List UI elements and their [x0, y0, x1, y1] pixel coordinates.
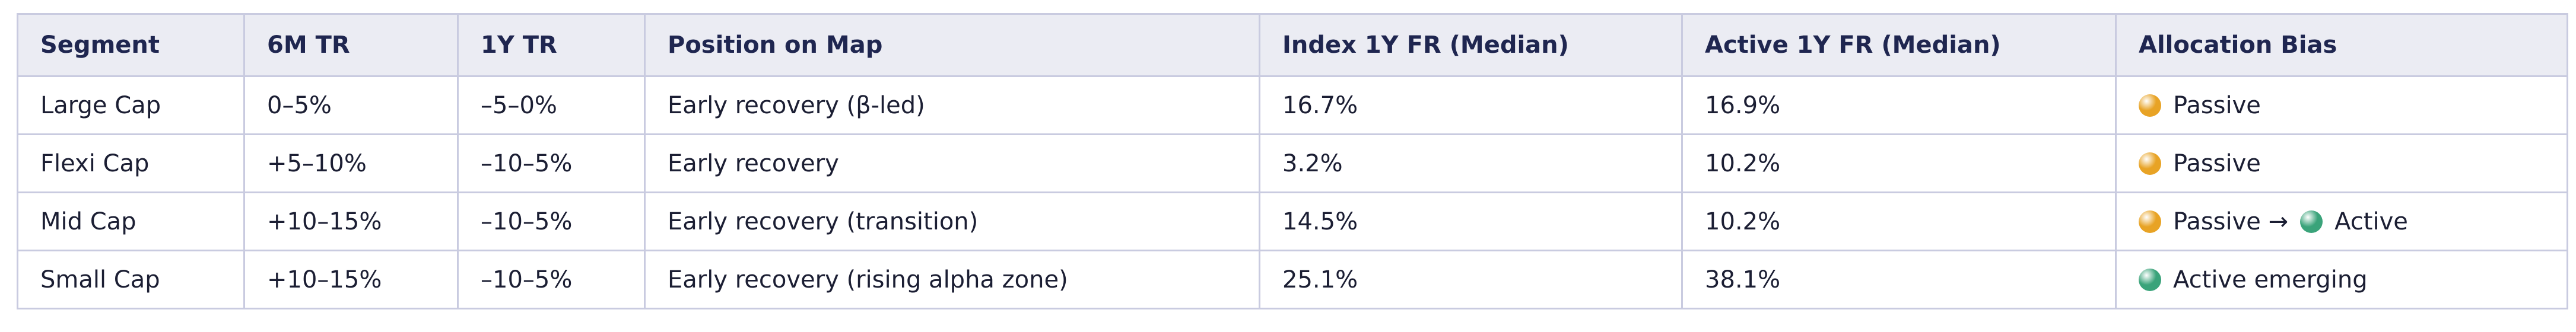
- table-cell: 0–5%: [243, 75, 459, 135]
- bias-text: Passive: [2173, 149, 2261, 177]
- bias-text: Active: [2334, 208, 2408, 235]
- status-dot: [2139, 94, 2161, 117]
- table-cell: 38.1%: [1681, 250, 2117, 309]
- table-row: Small Cap +10–15% –10–5% Early recovery (ri…: [17, 250, 2568, 309]
- column-header: Allocation Bias: [2115, 13, 2568, 77]
- column-header: Index 1Y FR (Median): [1259, 13, 1683, 77]
- status-dot: [2139, 152, 2161, 175]
- status-dot: [2139, 268, 2161, 291]
- bias-cell: Passive → Active: [2115, 191, 2568, 251]
- table-cell: Early recovery (β-led): [644, 75, 1260, 135]
- table-cell: Small Cap: [17, 250, 245, 309]
- table-cell: Early recovery (rising alpha zone): [644, 250, 1260, 309]
- header-row: Segment 6M TR 1Y TR Position on Map Index 1Y…: [17, 13, 2568, 77]
- column-header: Position on Map: [644, 13, 1260, 77]
- table-cell: +5–10%: [243, 133, 459, 193]
- bias-text: Active emerging: [2173, 266, 2368, 293]
- table-cell: +10–15%: [243, 191, 459, 251]
- table-cell: Large Cap: [17, 75, 245, 135]
- table-cell: Flexi Cap: [17, 133, 245, 193]
- table-cell: 14.5%: [1259, 191, 1683, 251]
- table-cell: 25.1%: [1259, 250, 1683, 309]
- bias-cell: Active emerging: [2115, 250, 2568, 309]
- table-row: Large Cap 0–5% –5–0% Early recovery (β-led)…: [17, 75, 2568, 135]
- bias-cell: Passive: [2115, 133, 2568, 193]
- bias-text: Passive →: [2173, 208, 2289, 235]
- table-cell: –5–0%: [457, 75, 646, 135]
- table-cell: 10.2%: [1681, 133, 2117, 193]
- table-row: Mid Cap +10–15% –10–5% Early recovery (tran…: [17, 191, 2568, 251]
- column-header: Active 1Y FR (Median): [1681, 13, 2117, 77]
- table-cell: Mid Cap: [17, 191, 245, 251]
- table-cell: –10–5%: [457, 191, 646, 251]
- table-cell: +10–15%: [243, 250, 459, 309]
- table-cell: –10–5%: [457, 133, 646, 193]
- column-header: Segment: [17, 13, 245, 77]
- bias-text: Passive: [2173, 91, 2261, 119]
- table-cell: 16.7%: [1259, 75, 1683, 135]
- table-cell: 10.2%: [1681, 191, 2117, 251]
- table-cell: –10–5%: [457, 250, 646, 309]
- column-header: 6M TR: [243, 13, 459, 77]
- data-table: Segment 6M TR 1Y TR Position on Map Index 1Y…: [17, 13, 2568, 309]
- status-dot: [2139, 210, 2161, 233]
- table-row: Flexi Cap +5–10% –10–5% Early recovery 3.2% 1…: [17, 133, 2568, 193]
- table-body: Large Cap 0–5% –5–0% Early recovery (β-led)…: [17, 75, 2568, 309]
- table-cell: Early recovery: [644, 133, 1260, 193]
- table-cell: 16.9%: [1681, 75, 2117, 135]
- table-cell: 3.2%: [1259, 133, 1683, 193]
- column-header: 1Y TR: [457, 13, 646, 77]
- bias-cell: Passive: [2115, 75, 2568, 135]
- status-dot: [2300, 210, 2323, 233]
- table-cell: Early recovery (transition): [644, 191, 1260, 251]
